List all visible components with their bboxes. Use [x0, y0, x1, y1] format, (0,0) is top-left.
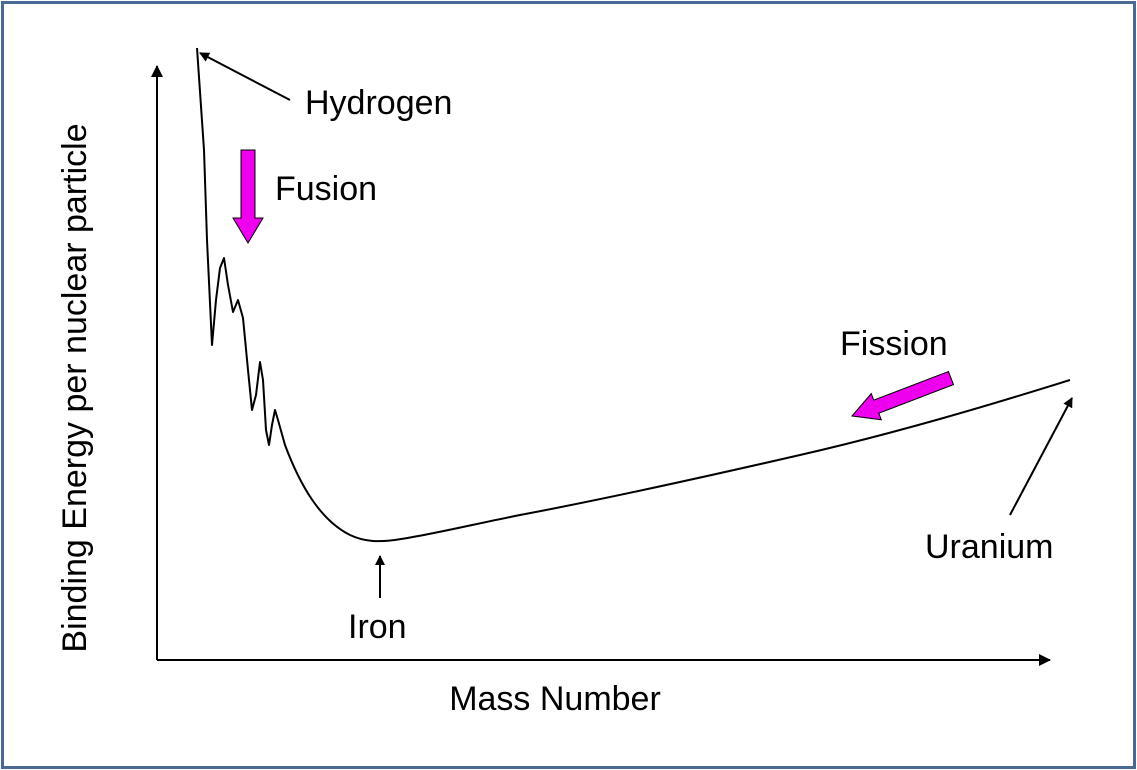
fusion-arrow: [232, 149, 264, 244]
fission-arrow: [851, 370, 955, 421]
y-axis-label: Binding Energy per nuclear particle: [56, 123, 94, 652]
uranium-pointer-arrow: [1009, 397, 1073, 516]
iron-label: Iron: [348, 608, 407, 646]
fusion-label: Fusion: [275, 170, 377, 208]
binding-energy-curve: [196, 47, 1071, 543]
x-axis-label: Mass Number: [449, 680, 661, 718]
uranium-label: Uranium: [925, 528, 1053, 566]
fission-label: Fission: [840, 325, 948, 363]
hydrogen-pointer-arrow: [199, 52, 291, 101]
hydrogen-label: Hydrogen: [305, 84, 452, 122]
